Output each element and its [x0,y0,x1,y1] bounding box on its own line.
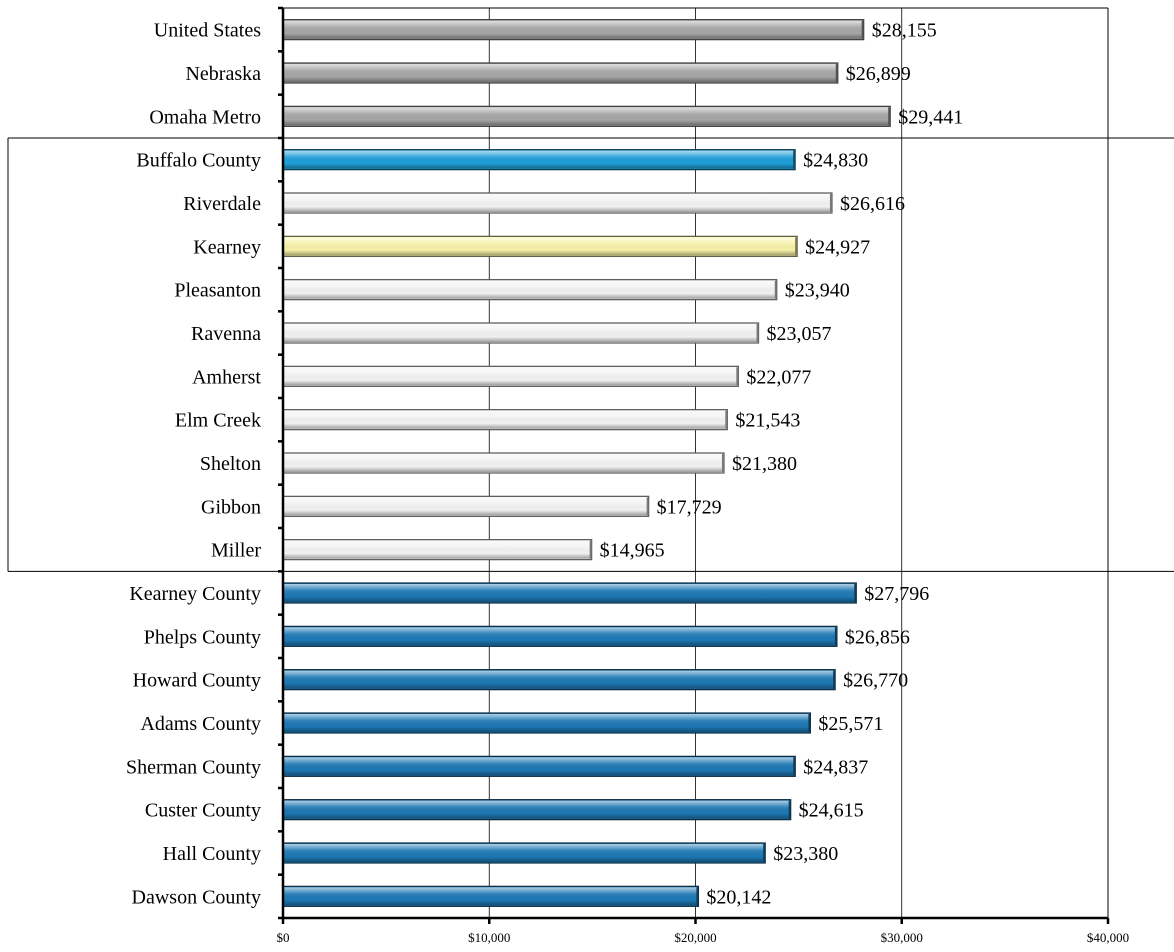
bar [282,539,593,561]
bar [282,149,796,171]
x-tick-label: $30,000 [881,930,923,945]
x-tick-labels: $0 $10,000 $20,000 $30,000 $40,000 [277,930,1130,945]
category-label: Phelps County [144,626,261,648]
x-tick-label: $40,000 [1087,930,1129,945]
value-label: $14,965 [600,540,665,562]
bar [282,322,760,344]
category-label: Kearney County [129,583,261,605]
value-labels: $28,155 $26,899 $29,441 $24,830 $26,616 $24,9… [600,20,964,909]
value-label: $26,616 [840,193,905,215]
category-label: Gibbon [201,496,261,518]
category-label: Elm Creek [175,410,261,432]
bar [282,192,833,214]
value-label: $21,543 [735,410,800,432]
bar [282,105,891,127]
bar [282,19,865,41]
bar [282,669,836,691]
x-tick-label: $10,000 [468,930,510,945]
category-label: Kearney [193,236,261,258]
category-label: Dawson County [132,886,261,908]
bar [282,582,857,604]
category-label: Hall County [163,843,261,865]
value-label: $27,796 [864,583,929,605]
category-label: Amherst [192,366,261,388]
bar [282,452,725,474]
category-label: Howard County [133,670,261,692]
bar [282,885,700,907]
axes [278,6,1110,924]
value-label: $24,837 [803,756,868,778]
bars [282,19,891,907]
bar [282,625,838,647]
value-label: $24,615 [799,800,864,822]
category-label: Omaha Metro [149,106,261,128]
category-label: Ravenna [191,323,261,345]
bar [282,712,812,734]
value-label: $23,380 [773,843,838,865]
value-label: $29,441 [898,106,963,128]
value-label: $25,571 [818,713,883,735]
bar [282,842,766,864]
value-label: $26,856 [845,626,910,648]
bar [282,409,728,431]
category-label: Buffalo County [136,150,261,172]
value-label: $24,830 [803,150,868,172]
value-label: $22,077 [746,366,811,388]
category-label: Custer County [145,800,261,822]
group-frames [7,7,1174,918]
bar [282,62,839,84]
category-label: Shelton [200,453,261,475]
category-label: Sherman County [126,756,261,778]
category-label: Pleasanton [174,280,261,302]
x-tick-label: $0 [277,930,290,945]
bar [282,799,792,821]
value-label: $23,940 [785,280,850,302]
bar [282,495,650,517]
value-label: $21,380 [732,453,797,475]
value-label: $20,142 [706,886,771,908]
value-label: $23,057 [767,323,832,345]
bar [282,755,796,777]
bar [282,279,778,301]
category-label: United States [154,20,261,42]
bar [282,365,739,387]
category-label: Miller [211,540,261,562]
x-tick-label: $20,000 [674,930,716,945]
bar [282,235,798,257]
value-label: $24,927 [805,236,870,258]
value-label: $28,155 [872,20,937,42]
category-label: Adams County [140,713,261,735]
category-label: Nebraska [185,63,261,85]
value-label: $26,899 [846,63,911,85]
category-label: Riverdale [183,193,261,215]
value-label: $17,729 [657,496,722,518]
value-label: $26,770 [843,670,908,692]
category-labels: United States Nebraska Omaha Metro Buffalo … [126,20,261,909]
